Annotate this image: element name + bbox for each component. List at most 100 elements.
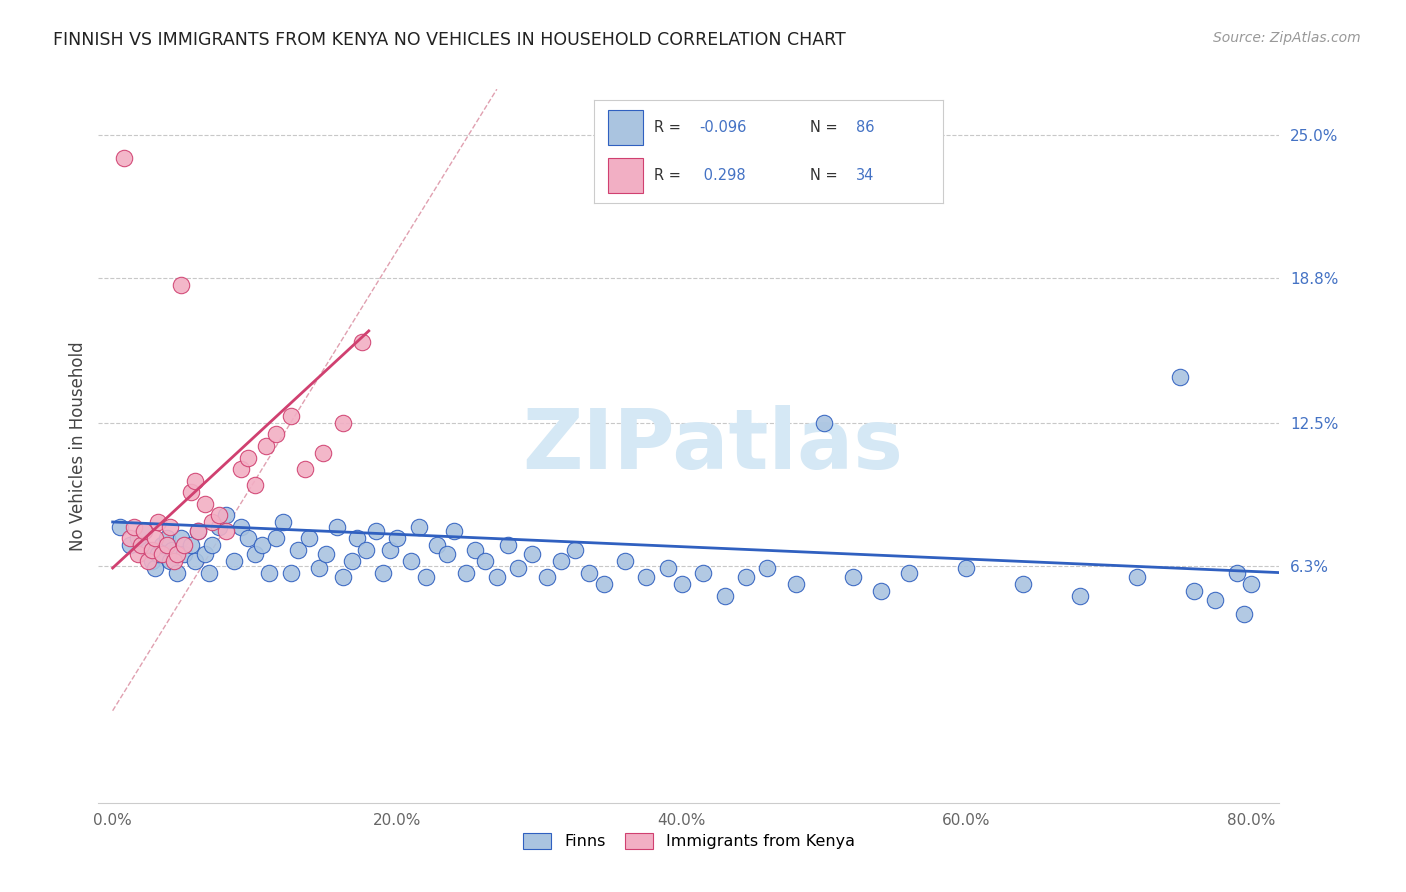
Point [1069, 589, 1091, 603]
Point [136, 554, 159, 568]
Point [143, 531, 166, 545]
Point [415, 570, 437, 584]
Point [166, 566, 188, 580]
Point [536, 570, 558, 584]
Point [208, 508, 231, 522]
Point [184, 554, 207, 568]
Point [180, 485, 202, 500]
Point [132, 524, 155, 538]
Point [201, 515, 224, 529]
Point [108, 519, 131, 533]
Text: ZIPatlas: ZIPatlas [522, 406, 903, 486]
Point [173, 547, 195, 561]
Point [118, 531, 141, 545]
Text: FINNISH VS IMMIGRANTS FROM KENYA NO VEHICLES IN HOUSEHOLD CORRELATION CHART: FINNISH VS IMMIGRANTS FROM KENYA NO VEHI… [53, 31, 846, 49]
Point [122, 519, 145, 533]
Point [870, 584, 893, 599]
Point [1240, 577, 1263, 591]
Point [756, 561, 779, 575]
Point [250, 538, 273, 552]
Point [243, 547, 266, 561]
Point [287, 542, 309, 557]
Point [443, 524, 465, 538]
Point [1226, 566, 1249, 580]
Point [294, 462, 316, 476]
Point [298, 531, 321, 545]
Point [592, 577, 614, 591]
Point [713, 589, 735, 603]
Point [201, 538, 224, 552]
Point [1126, 570, 1149, 584]
Point [280, 566, 302, 580]
Point [243, 478, 266, 492]
Point [143, 561, 166, 575]
Point [636, 570, 658, 584]
Point [162, 542, 184, 557]
Point [898, 566, 921, 580]
Point [112, 151, 135, 165]
Point [187, 524, 209, 538]
Point [156, 531, 179, 545]
Point [236, 531, 259, 545]
Point [129, 538, 152, 552]
Point [166, 547, 188, 561]
Point [215, 508, 238, 522]
Point [955, 561, 977, 575]
Point [454, 566, 477, 580]
Point [184, 474, 207, 488]
Point [127, 547, 149, 561]
Point [550, 554, 572, 568]
Point [257, 566, 280, 580]
Point [485, 570, 508, 584]
Point [159, 554, 181, 568]
Point [332, 416, 354, 430]
Text: Source: ZipAtlas.com: Source: ZipAtlas.com [1213, 31, 1361, 45]
Point [785, 577, 807, 591]
Point [346, 531, 368, 545]
Point [127, 531, 149, 545]
Point [152, 547, 174, 561]
Point [236, 450, 259, 465]
Point [141, 542, 163, 557]
Point [364, 524, 387, 538]
Point [578, 566, 600, 580]
Point [180, 538, 202, 552]
Point [222, 554, 245, 568]
Point [136, 542, 159, 557]
Point [308, 561, 330, 575]
Point [173, 538, 195, 552]
Point [148, 515, 170, 529]
Point [1168, 370, 1191, 384]
Point [229, 519, 252, 533]
Point [408, 519, 430, 533]
Point [1182, 584, 1205, 599]
Point [152, 538, 174, 552]
Point [387, 531, 409, 545]
Point [141, 554, 163, 568]
Point [1012, 577, 1035, 591]
Point [208, 519, 231, 533]
Point [522, 547, 544, 561]
Point [332, 570, 354, 584]
Point [187, 524, 209, 538]
Point [312, 446, 335, 460]
Point [564, 542, 586, 557]
Point [436, 547, 458, 561]
Point [496, 538, 519, 552]
Point [273, 515, 295, 529]
Point [229, 462, 252, 476]
Point [813, 416, 835, 430]
Point [132, 524, 155, 538]
Point [613, 554, 636, 568]
Point [657, 561, 679, 575]
Point [1204, 593, 1226, 607]
Point [734, 570, 756, 584]
Point [280, 409, 302, 423]
Point [378, 542, 401, 557]
Point [401, 554, 423, 568]
Point [340, 554, 363, 568]
Point [163, 554, 186, 568]
Point [170, 277, 193, 292]
Point [508, 561, 530, 575]
Point [326, 519, 349, 533]
